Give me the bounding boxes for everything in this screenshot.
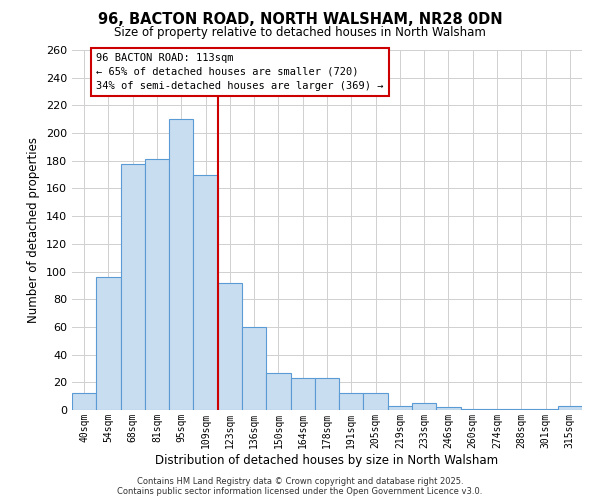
Bar xyxy=(509,408,533,410)
Text: Contains HM Land Registry data © Crown copyright and database right 2025.: Contains HM Land Registry data © Crown c… xyxy=(137,477,463,486)
Bar xyxy=(121,164,145,410)
Text: Size of property relative to detached houses in North Walsham: Size of property relative to detached ho… xyxy=(114,26,486,39)
Bar xyxy=(315,378,339,410)
Bar xyxy=(461,408,485,410)
Bar xyxy=(72,394,96,410)
Bar xyxy=(412,403,436,410)
Bar xyxy=(558,406,582,410)
Bar xyxy=(533,408,558,410)
Bar xyxy=(242,327,266,410)
Bar xyxy=(290,378,315,410)
Text: 96, BACTON ROAD, NORTH WALSHAM, NR28 0DN: 96, BACTON ROAD, NORTH WALSHAM, NR28 0DN xyxy=(98,12,502,28)
Bar xyxy=(436,407,461,410)
Bar xyxy=(218,282,242,410)
Bar xyxy=(364,394,388,410)
Bar xyxy=(145,160,169,410)
Bar xyxy=(169,119,193,410)
Bar xyxy=(339,394,364,410)
Bar xyxy=(96,277,121,410)
Bar xyxy=(193,174,218,410)
X-axis label: Distribution of detached houses by size in North Walsham: Distribution of detached houses by size … xyxy=(155,454,499,466)
Bar xyxy=(485,408,509,410)
Text: 96 BACTON ROAD: 113sqm
← 65% of detached houses are smaller (720)
34% of semi-de: 96 BACTON ROAD: 113sqm ← 65% of detached… xyxy=(96,53,384,91)
Text: Contains public sector information licensed under the Open Government Licence v3: Contains public sector information licen… xyxy=(118,487,482,496)
Y-axis label: Number of detached properties: Number of detached properties xyxy=(28,137,40,323)
Bar xyxy=(266,372,290,410)
Bar xyxy=(388,406,412,410)
